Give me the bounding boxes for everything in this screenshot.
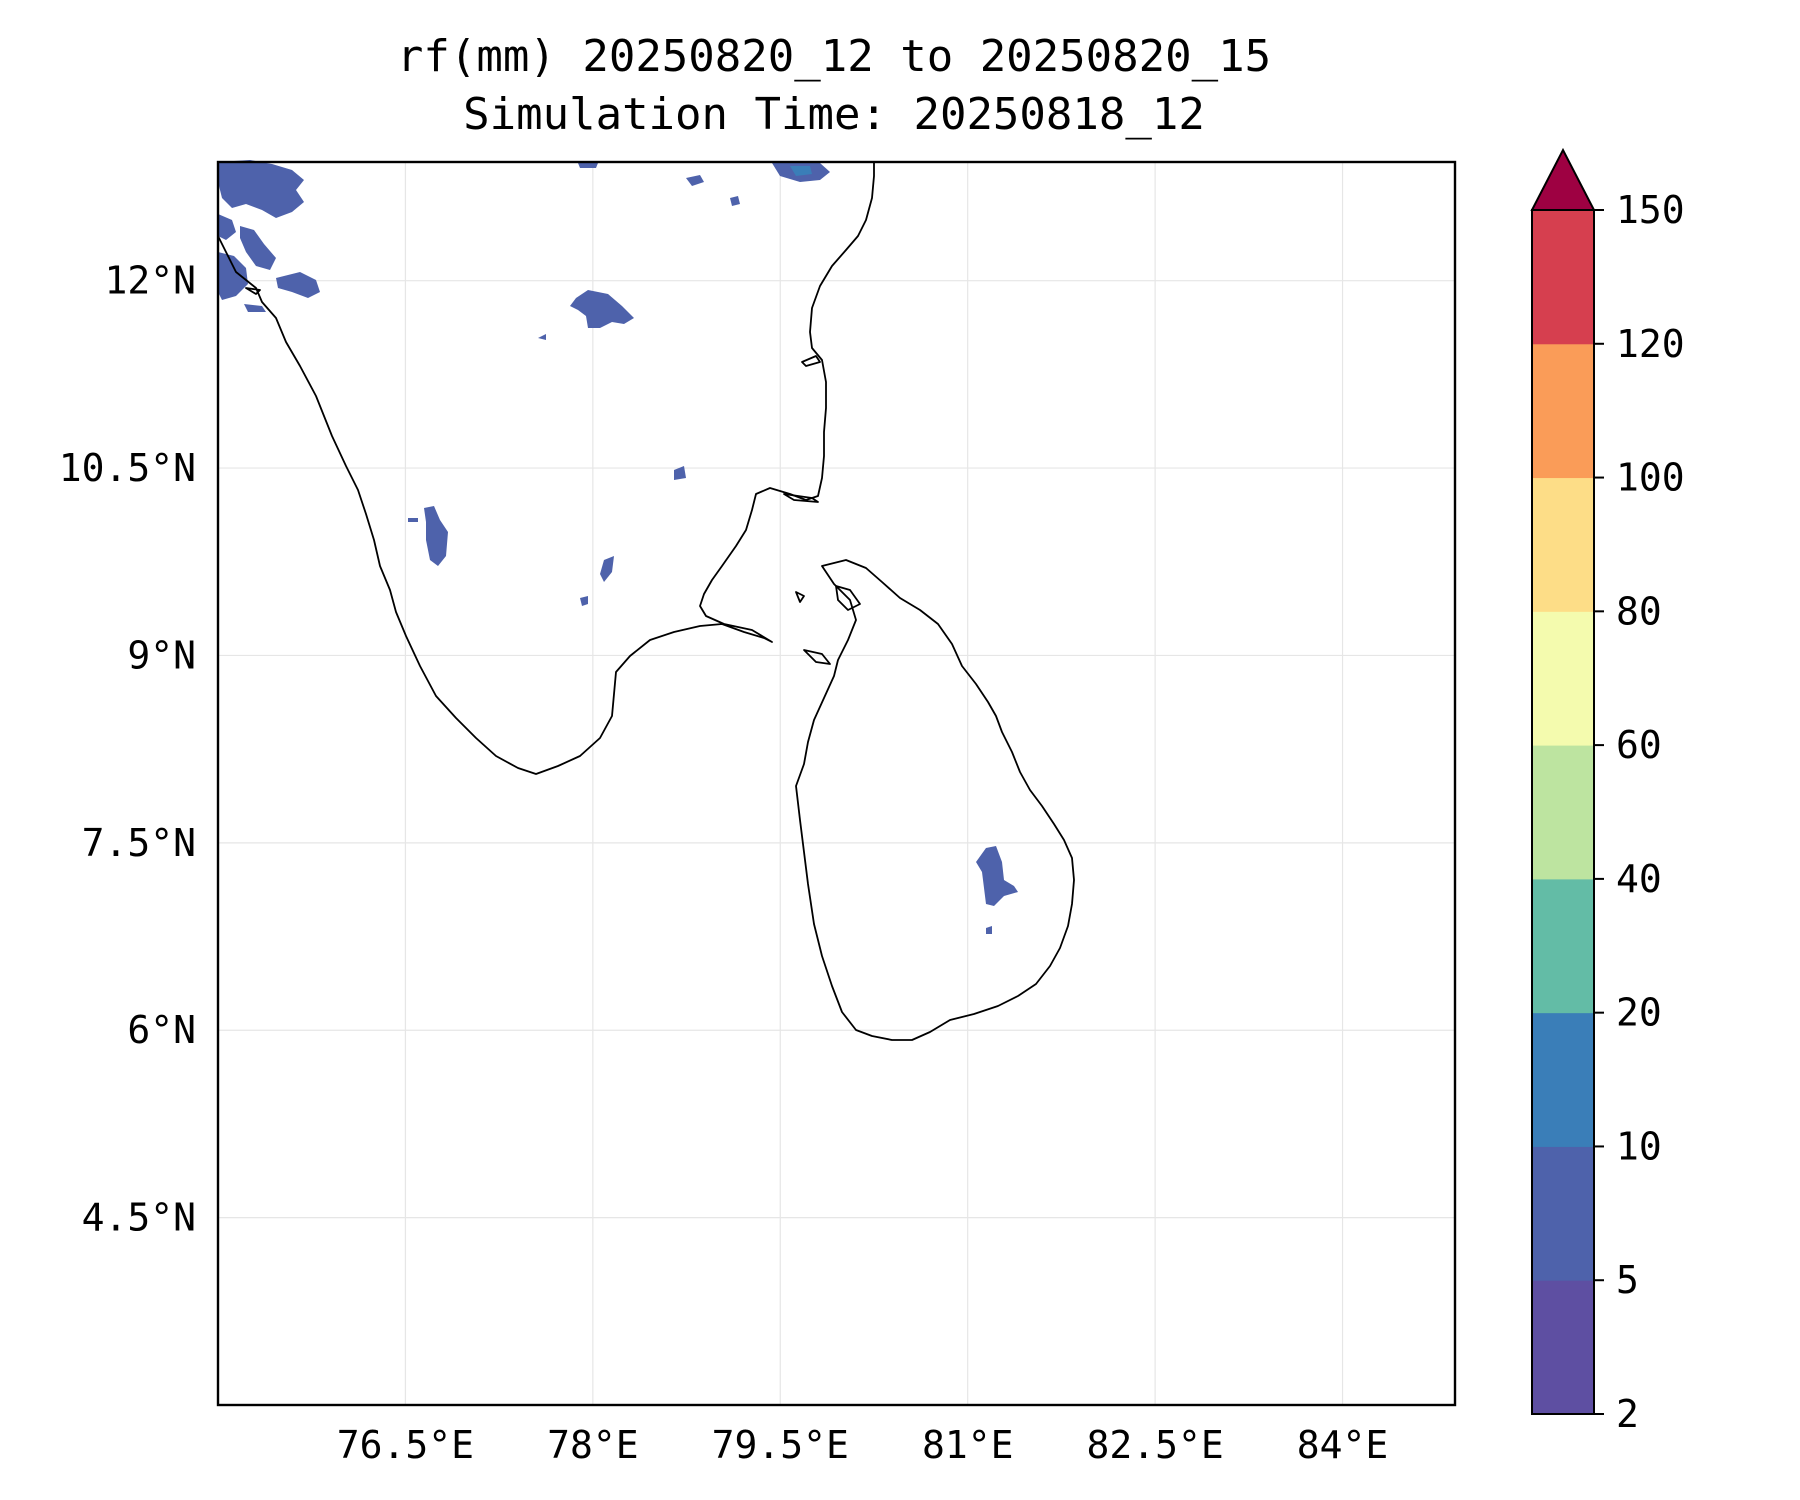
lat-tick-label: 6°N	[127, 1008, 196, 1052]
colorbar-segment	[1532, 611, 1594, 746]
lon-tick-label: 81°E	[922, 1423, 1014, 1467]
lon-tick-label: 84°E	[1297, 1423, 1389, 1467]
rain-patch	[580, 596, 588, 606]
rain-patch	[538, 334, 546, 340]
rain-patch	[240, 226, 276, 270]
rain-patch	[424, 506, 448, 566]
lat-tick-label: 12°N	[104, 259, 196, 303]
title-line-1: rf(mm) 20250820_12 to 20250820_15	[396, 31, 1272, 82]
colorbar-tick-label: 120	[1616, 322, 1685, 366]
colorbar-extend-arrow	[1530, 147, 1596, 211]
colorbar-frame	[1531, 209, 1595, 1415]
rain-patch	[790, 166, 812, 176]
rain-patch	[674, 466, 686, 480]
island-outline	[795, 591, 805, 603]
colorbar-tick-label: 5	[1616, 1258, 1639, 1302]
colorbar-tick-label: 20	[1616, 991, 1662, 1035]
lon-tick-label: 78°E	[547, 1423, 639, 1467]
island-outline	[803, 649, 831, 665]
colorbar-segment	[1532, 210, 1594, 345]
rain-patch	[276, 272, 320, 298]
lat-tick-label: 9°N	[127, 633, 196, 677]
gridlines	[218, 162, 1455, 1405]
rain-patch	[218, 252, 248, 300]
colorbar-tick-label: 100	[1616, 456, 1685, 500]
rain-patch	[218, 214, 236, 240]
colorbar-tick-label: 10	[1616, 1124, 1662, 1168]
rain-patch	[244, 304, 266, 312]
rain-patch	[570, 290, 634, 328]
chart-title: rf(mm) 20250820_12 to 20250820_15 Simula…	[0, 28, 1668, 144]
colorbar-segment	[1532, 1280, 1594, 1415]
coastline	[217, 163, 1075, 1041]
island-outline	[245, 287, 261, 295]
lat-tick-label: 10.5°N	[59, 446, 196, 490]
lat-tick-label: 4.5°N	[82, 1196, 196, 1240]
colorbar-segment	[1532, 477, 1594, 612]
map-frame	[216, 160, 1457, 1407]
lon-tick-label: 82.5°E	[1086, 1423, 1223, 1467]
india-coastline	[217, 163, 875, 775]
rain-patch	[986, 926, 992, 934]
rain-patch	[976, 846, 1018, 906]
longitude-axis: 76.5°E 78°E 79.5°E 81°E 82.5°E 84°E	[337, 1423, 1389, 1467]
rain-patch	[600, 556, 614, 582]
colorbar: 2 5 10 20 40 60 80 100 120 150	[1530, 147, 1685, 1436]
title-line-2: Simulation Time: 20250818_12	[463, 89, 1205, 140]
lon-tick-label: 79.5°E	[712, 1423, 849, 1467]
rain-patch	[408, 518, 418, 522]
lon-tick-label: 76.5°E	[337, 1423, 474, 1467]
lat-tick-label: 7.5°N	[82, 821, 196, 865]
rain-patch	[578, 163, 598, 168]
colorbar-segment	[1532, 878, 1594, 1014]
island-outline	[783, 493, 819, 503]
colorbar-tick-label: 150	[1616, 188, 1685, 232]
island-outline	[835, 585, 861, 611]
rain-patch	[686, 175, 704, 186]
rain-patch	[218, 160, 304, 218]
colorbar-tick-label: 2	[1616, 1392, 1639, 1436]
colorbar-segment	[1532, 343, 1594, 479]
colorbar-tick-label: 40	[1616, 857, 1662, 901]
rainfall-patches	[218, 160, 1018, 934]
colorbar-segment	[1532, 1146, 1594, 1281]
island-outline	[801, 355, 821, 367]
sri-lanka-coastline	[795, 559, 1075, 1041]
colorbar-segment	[1532, 745, 1594, 880]
colorbar-tick-label: 80	[1616, 589, 1662, 633]
latitude-axis: 12°N 10.5°N 9°N 7.5°N 6°N 4.5°N	[59, 259, 196, 1240]
colorbar-segment	[1532, 1012, 1594, 1147]
colorbar-tick-label: 60	[1616, 723, 1662, 767]
rain-patch	[730, 196, 740, 206]
